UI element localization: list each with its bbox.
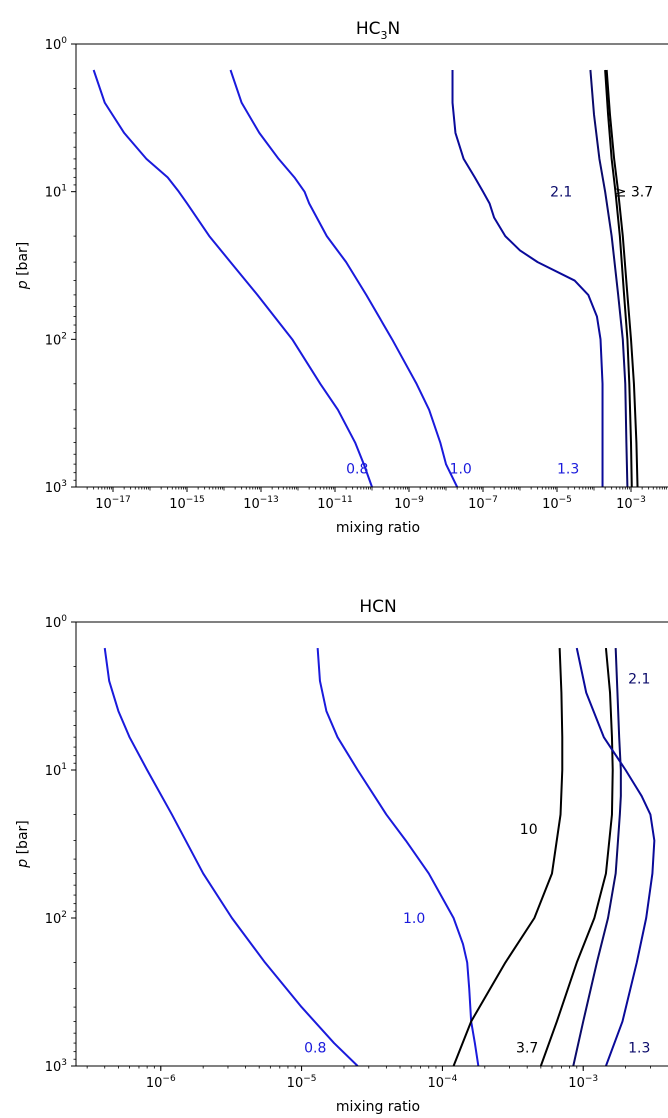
series-annotation-label: 1.0 (403, 911, 425, 927)
x-tick-label: 10−15 (169, 495, 205, 512)
y-tick-label: 103 (45, 1058, 67, 1075)
series-annotation-label: 1.0 (450, 462, 472, 478)
x-tick-label: 10−11 (317, 495, 353, 512)
y-tick-label: 100 (45, 36, 68, 53)
series-line-10 (605, 69, 639, 487)
series-annotation-label: 2.1 (550, 185, 572, 201)
x-tick-label: 10−7 (468, 495, 498, 512)
series-annotation-label: 1.3 (557, 462, 579, 478)
y-tick-label: 102 (45, 910, 67, 927)
series-line-1-0 (229, 69, 459, 487)
chart-title: HC3N (356, 19, 400, 42)
x-tick-label: 10−9 (394, 495, 424, 512)
chart-title: HCN (359, 597, 396, 617)
y-tick-label: 100 (45, 614, 68, 631)
series-group (92, 69, 639, 487)
x-tick-label: 10−3 (568, 1074, 598, 1091)
x-tick-label: 10−4 (427, 1074, 457, 1091)
y-axis-label: p [bar] (15, 820, 31, 869)
series-line-2-1 (589, 69, 629, 487)
y-tick-label: 101 (45, 762, 67, 779)
chart-panel-1: 10−17 10−15 10−13 10−11 10−9 10−7 10−5 10−3 100 1… (15, 19, 668, 536)
series-line-3-7 (539, 647, 614, 1066)
series-annotation-label: 0.8 (304, 1041, 326, 1057)
x-tick-label: 10−5 (542, 495, 572, 512)
series-annotation-label: 1.3 (628, 1041, 650, 1057)
x-tick-label: 10−5 (287, 1074, 317, 1091)
y-tick-label: 103 (45, 479, 67, 496)
x-tick-label: 10−6 (146, 1074, 176, 1091)
series-annotation-label: 3.7 (516, 1041, 538, 1057)
series-line-10 (452, 648, 564, 1066)
x-axis-label: mixing ratio (336, 520, 420, 536)
series-line-3-7 (604, 69, 633, 487)
series-annotation-label: 0.8 (346, 462, 368, 478)
series-line-1-3 (451, 70, 604, 487)
series-line-1-0 (316, 647, 480, 1066)
series-annotation-label: ≥ 3.7 (615, 185, 653, 201)
y-tick-label: 101 (45, 184, 67, 201)
x-axis-label: mixing ratio (336, 1099, 420, 1115)
series-line-2-1 (572, 648, 622, 1066)
x-tick-label: 10−13 (243, 495, 279, 512)
x-tick-label: 10−3 (616, 495, 646, 512)
series-line-0-8 (103, 647, 359, 1066)
chart-panel-2: 10−6 10−5 10−4 10−3 100 101 102 103 HCN mixing ra… (15, 597, 668, 1115)
series-group (103, 647, 656, 1066)
y-axis-label: p [bar] (15, 242, 31, 291)
series-line-0-8 (92, 69, 373, 487)
x-tick-label: 10−17 (95, 495, 131, 512)
series-line-1-3 (575, 647, 656, 1066)
series-annotation-label: 10 (520, 822, 538, 838)
series-annotation-label: 2.1 (628, 671, 650, 687)
y-tick-label: 102 (45, 331, 67, 348)
